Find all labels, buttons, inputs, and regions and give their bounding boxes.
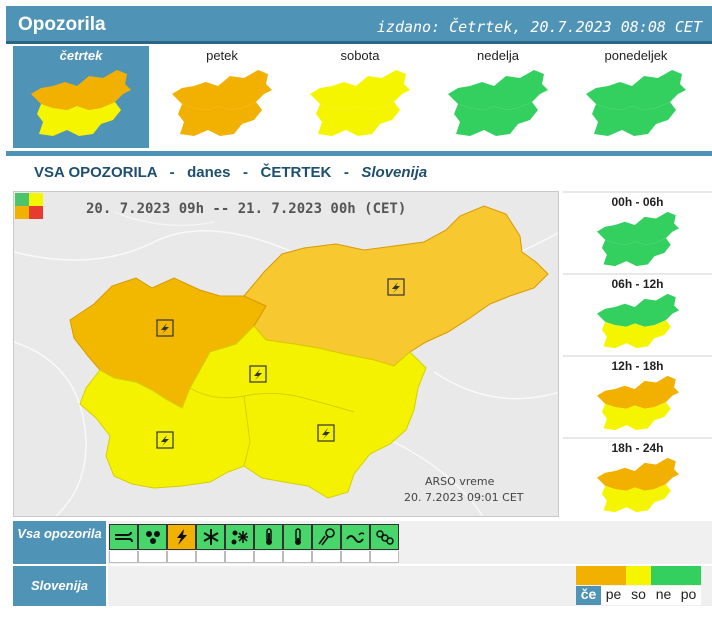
slovenia-mini-map bbox=[596, 375, 680, 431]
slovenia-label[interactable]: Slovenija bbox=[13, 566, 106, 606]
slovenia-mini-map bbox=[596, 457, 680, 513]
lightning-icon bbox=[387, 278, 405, 296]
title-day: ČETRTEK bbox=[260, 164, 332, 181]
day-tab-cetrtek[interactable]: četrtek bbox=[13, 46, 149, 148]
phenomenon-stem bbox=[138, 551, 167, 563]
coastal-icon[interactable] bbox=[341, 524, 370, 550]
phenomenon-stem bbox=[167, 551, 196, 563]
warning-map[interactable]: 20. 7.2023 09h -- 21. 7.2023 00h (CET) A… bbox=[13, 191, 559, 517]
map-timestamp: 20. 7.2023 09:01 CET bbox=[404, 491, 524, 504]
lightning-icon bbox=[156, 431, 174, 449]
title-today: danes bbox=[187, 164, 231, 181]
period-label: 12h - 18h bbox=[611, 359, 664, 373]
day-level-swatch bbox=[626, 566, 651, 585]
slovenia-mini-map bbox=[596, 293, 680, 349]
day-label: četrtek bbox=[59, 48, 103, 63]
phenomenon-stem bbox=[341, 551, 370, 563]
slovenia-mini-map bbox=[31, 70, 131, 136]
day-level-swatch bbox=[676, 566, 701, 585]
mini-day-ne[interactable]: ne bbox=[651, 586, 676, 605]
slovenia-mini-map bbox=[310, 70, 410, 136]
page-title: Opozorila bbox=[18, 14, 106, 35]
slovenia-mini-map bbox=[172, 70, 272, 136]
title-dash: - bbox=[242, 164, 248, 181]
lightning-icon[interactable] bbox=[167, 524, 196, 550]
header-bar: Opozorila izdano: Četrtek, 20.7.2023 08:… bbox=[6, 6, 712, 44]
title-region: Slovenija bbox=[361, 164, 428, 181]
slovenia-mini-map bbox=[448, 70, 548, 136]
all-warnings-label[interactable]: Vsa opozorila bbox=[13, 521, 106, 564]
mini-day-ce[interactable]: če bbox=[576, 586, 601, 605]
day-tabs: četrtek petek sobota nedelja ponedeljek bbox=[13, 46, 712, 148]
high-temperature-icon[interactable] bbox=[254, 524, 283, 550]
warnings-title: VSA OPOZORILA - danes - ČETRTEK - Sloven… bbox=[34, 164, 427, 181]
phenomenon-stem bbox=[283, 551, 312, 563]
map-time-range: 20. 7.2023 09h -- 21. 7.2023 00h (CET) bbox=[86, 201, 407, 217]
wind-icon[interactable] bbox=[109, 524, 138, 550]
mini-day-so[interactable]: so bbox=[626, 586, 651, 605]
period-18-24[interactable]: 18h - 24h bbox=[563, 437, 712, 517]
phenomenon-stem bbox=[254, 551, 283, 563]
day-label: nedelja bbox=[477, 48, 519, 63]
mini-day-pe[interactable]: pe bbox=[601, 586, 626, 605]
day-tab-nedelja[interactable]: nedelja bbox=[430, 46, 566, 148]
period-label: 18h - 24h bbox=[611, 441, 664, 455]
period-label: 06h - 12h bbox=[611, 277, 664, 291]
snow-icon[interactable] bbox=[196, 524, 225, 550]
phenomenon-stem bbox=[312, 551, 341, 563]
day-label: ponedeljek bbox=[604, 48, 668, 63]
day-level-swatch bbox=[651, 566, 676, 585]
day-label: sobota bbox=[340, 48, 380, 63]
title-all: VSA OPOZORILA bbox=[34, 164, 158, 181]
day-tab-ponedeljek[interactable]: ponedeljek bbox=[568, 46, 704, 148]
slovenia-mini-map bbox=[596, 211, 680, 267]
period-00-06[interactable]: 00h - 06h bbox=[563, 191, 712, 271]
day-tab-sobota[interactable]: sobota bbox=[292, 46, 428, 148]
phenomenon-stem bbox=[196, 551, 225, 563]
map-source: ARSO vreme bbox=[425, 475, 495, 488]
issued-timestamp: izdano: Četrtek, 20.7.2023 08:08 CET bbox=[376, 18, 702, 36]
period-maps: 00h - 06h 06h - 12h 12h - 18h 18h - 24h bbox=[563, 191, 712, 517]
phenomenon-stem bbox=[225, 551, 254, 563]
low-temperature-icon[interactable] bbox=[283, 524, 312, 550]
period-12-18[interactable]: 12h - 18h bbox=[563, 355, 712, 435]
day-tab-petek[interactable]: petek bbox=[154, 46, 290, 148]
period-label: 00h - 06h bbox=[611, 195, 664, 209]
rain-icon[interactable] bbox=[138, 524, 167, 550]
title-dash: - bbox=[343, 164, 349, 181]
section-divider bbox=[6, 151, 712, 156]
slovenia-mini-map bbox=[586, 70, 686, 136]
warning-map-canvas bbox=[14, 192, 558, 516]
phenomenon-stem bbox=[370, 551, 399, 563]
phenomenon-stem bbox=[109, 551, 138, 563]
title-dash: - bbox=[169, 164, 175, 181]
mini-day-po[interactable]: po bbox=[676, 586, 701, 605]
period-06-12[interactable]: 06h - 12h bbox=[563, 273, 712, 353]
warning-level-legend bbox=[15, 193, 43, 219]
lightning-icon bbox=[156, 319, 174, 337]
lightning-icon bbox=[249, 365, 267, 383]
lightning-icon bbox=[317, 424, 335, 442]
day-level-swatch bbox=[601, 566, 626, 585]
day-level-swatch bbox=[576, 566, 601, 585]
avalanche-icon[interactable] bbox=[370, 524, 399, 550]
day-label: petek bbox=[206, 48, 238, 63]
fog-icon[interactable] bbox=[312, 524, 341, 550]
snow-ice-icon[interactable] bbox=[225, 524, 254, 550]
